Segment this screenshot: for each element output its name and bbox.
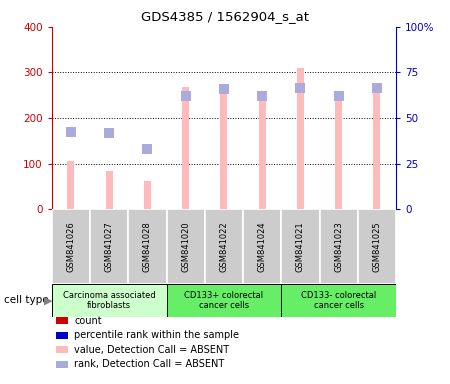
Text: count: count: [74, 316, 102, 326]
Point: [335, 93, 342, 99]
Bar: [166, 284, 281, 317]
Bar: [68, 161, 74, 209]
Bar: [52, 209, 90, 284]
Text: GSM841028: GSM841028: [143, 221, 152, 272]
Text: GSM841021: GSM841021: [296, 222, 305, 272]
Text: CD133- colorectal
cancer cells: CD133- colorectal cancer cells: [301, 291, 376, 310]
Text: ▶: ▶: [44, 295, 53, 306]
Point: [258, 93, 265, 99]
Text: CD133+ colorectal
cancer cells: CD133+ colorectal cancer cells: [184, 291, 263, 310]
Text: GSM841022: GSM841022: [220, 222, 228, 272]
Point: [68, 129, 75, 135]
Bar: [281, 284, 396, 317]
Point: [220, 86, 227, 93]
Bar: [182, 87, 189, 209]
Text: cell type: cell type: [4, 295, 49, 306]
Text: GSM841026: GSM841026: [67, 221, 76, 272]
Bar: [297, 68, 304, 209]
Text: GSM841024: GSM841024: [257, 222, 266, 272]
Bar: [281, 209, 320, 284]
Bar: [205, 209, 243, 284]
Text: value, Detection Call = ABSENT: value, Detection Call = ABSENT: [74, 345, 230, 355]
Text: percentile rank within the sample: percentile rank within the sample: [74, 330, 239, 340]
Bar: [52, 284, 166, 317]
Point: [105, 130, 112, 136]
Bar: [259, 95, 266, 209]
Text: GDS4385 / 1562904_s_at: GDS4385 / 1562904_s_at: [141, 10, 309, 23]
Point: [297, 85, 304, 91]
Bar: [374, 86, 380, 209]
Bar: [166, 209, 205, 284]
Point: [182, 93, 189, 99]
Bar: [243, 209, 281, 284]
Text: GSM841025: GSM841025: [373, 222, 382, 272]
Text: GSM841020: GSM841020: [181, 222, 190, 272]
Bar: [144, 180, 151, 209]
Text: GSM841027: GSM841027: [104, 221, 113, 272]
Point: [374, 85, 381, 91]
Bar: [128, 209, 166, 284]
Bar: [90, 209, 128, 284]
Bar: [335, 96, 342, 209]
Point: [144, 146, 151, 152]
Text: Carcinoma associated
fibroblasts: Carcinoma associated fibroblasts: [63, 291, 156, 310]
Bar: [358, 209, 396, 284]
Bar: [220, 88, 227, 209]
Bar: [320, 209, 358, 284]
Text: rank, Detection Call = ABSENT: rank, Detection Call = ABSENT: [74, 359, 225, 369]
Bar: [106, 170, 112, 209]
Text: GSM841023: GSM841023: [334, 221, 343, 272]
